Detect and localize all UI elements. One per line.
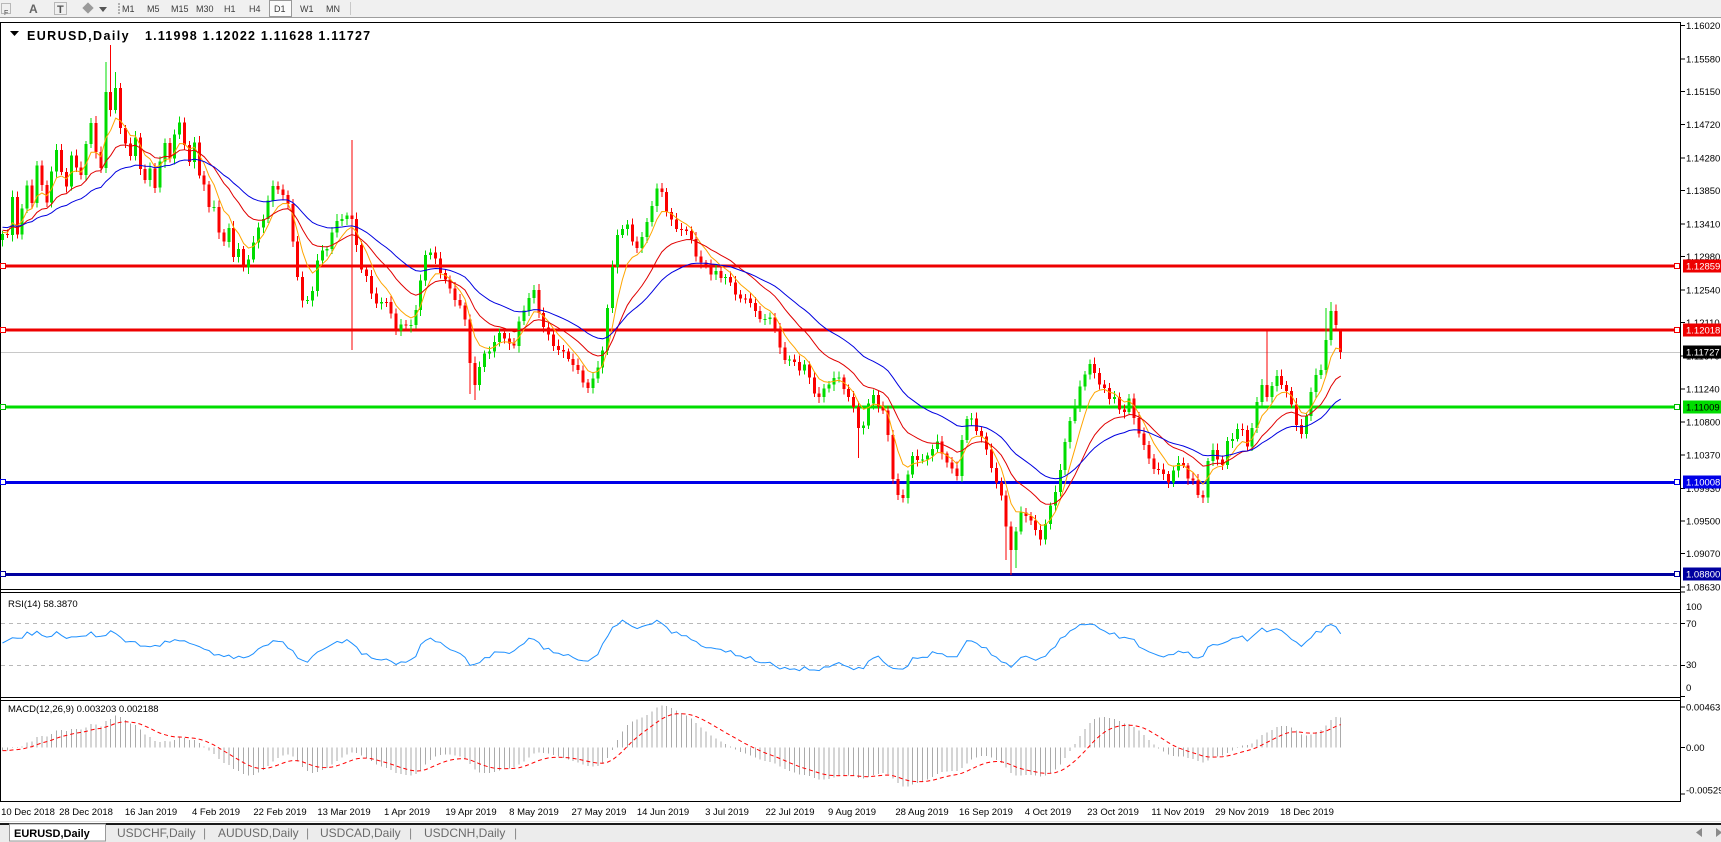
- svg-text:USDCNH,Daily: USDCNH,Daily: [424, 826, 505, 840]
- svg-text:30: 30: [1686, 660, 1697, 671]
- svg-text:EURUSD,Daily: EURUSD,Daily: [27, 29, 130, 43]
- svg-text:W1: W1: [300, 4, 314, 14]
- svg-text:4 Oct 2019: 4 Oct 2019: [1025, 807, 1071, 818]
- svg-text:1.11998 1.12022 1.11628 1.1172: 1.11998 1.12022 1.11628 1.11727: [145, 29, 371, 43]
- svg-text:USDCHF,Daily: USDCHF,Daily: [117, 826, 196, 840]
- svg-text:1.13410: 1.13410: [1686, 219, 1720, 230]
- svg-text:0.00: 0.00: [1686, 743, 1705, 754]
- svg-text:1.16020: 1.16020: [1686, 21, 1720, 32]
- svg-text:MN: MN: [326, 4, 340, 14]
- svg-text:8 May 2019: 8 May 2019: [509, 807, 559, 818]
- svg-text:1.08800: 1.08800: [1686, 570, 1720, 581]
- svg-text:|: |: [514, 826, 517, 840]
- svg-text:1.08630: 1.08630: [1686, 583, 1720, 594]
- svg-text:11 Nov 2019: 11 Nov 2019: [1151, 807, 1204, 818]
- svg-text:13 Mar 2019: 13 Mar 2019: [317, 807, 370, 818]
- svg-text:MACD(12,26,9) 0.003203 0.00218: MACD(12,26,9) 0.003203 0.002188: [8, 704, 159, 715]
- svg-text:16 Jan 2019: 16 Jan 2019: [125, 807, 177, 818]
- svg-text:|: |: [306, 826, 309, 840]
- svg-text:0: 0: [1686, 683, 1691, 694]
- svg-text:1.14280: 1.14280: [1686, 153, 1720, 164]
- svg-text:1.12540: 1.12540: [1686, 286, 1720, 297]
- svg-text:28 Dec 2018: 28 Dec 2018: [59, 807, 113, 818]
- svg-text:M15: M15: [171, 4, 189, 14]
- svg-text:1.12859: 1.12859: [1686, 262, 1720, 273]
- svg-text:A: A: [29, 2, 38, 16]
- svg-text:9 Aug 2019: 9 Aug 2019: [828, 807, 876, 818]
- svg-text:3 Jul 2019: 3 Jul 2019: [705, 807, 749, 818]
- svg-text:1 Apr 2019: 1 Apr 2019: [384, 807, 430, 818]
- svg-text:14 Jun 2019: 14 Jun 2019: [637, 807, 689, 818]
- svg-text:0.00463: 0.00463: [1686, 702, 1720, 713]
- svg-text:-0.00529: -0.00529: [1686, 786, 1721, 797]
- svg-text:4 Feb 2019: 4 Feb 2019: [192, 807, 240, 818]
- svg-text:1.10008: 1.10008: [1686, 478, 1720, 489]
- svg-text:1.15580: 1.15580: [1686, 55, 1720, 66]
- svg-text:EURUSD,Daily: EURUSD,Daily: [14, 828, 91, 840]
- svg-text:|: |: [203, 826, 206, 840]
- svg-text:1.15150: 1.15150: [1686, 87, 1720, 98]
- svg-text:1.12018: 1.12018: [1686, 326, 1720, 337]
- svg-text:H1: H1: [224, 4, 236, 14]
- svg-text:29 Nov 2019: 29 Nov 2019: [1215, 807, 1269, 818]
- svg-text:AUDUSD,Daily: AUDUSD,Daily: [218, 826, 299, 840]
- svg-text:M1: M1: [122, 4, 135, 14]
- svg-text:100: 100: [1686, 602, 1702, 613]
- svg-text:22 Jul 2019: 22 Jul 2019: [765, 807, 814, 818]
- svg-text:28 Aug 2019: 28 Aug 2019: [895, 807, 948, 818]
- svg-text:1.11009: 1.11009: [1686, 403, 1720, 414]
- svg-text:1.09500: 1.09500: [1686, 517, 1720, 528]
- svg-text:USDCAD,Daily: USDCAD,Daily: [320, 826, 401, 840]
- svg-text:1.10800: 1.10800: [1686, 418, 1720, 429]
- svg-text:M5: M5: [147, 4, 160, 14]
- svg-text:1.10370: 1.10370: [1686, 450, 1720, 461]
- svg-text:1.14720: 1.14720: [1686, 120, 1720, 131]
- svg-text:22 Feb 2019: 22 Feb 2019: [253, 807, 306, 818]
- svg-text:M30: M30: [196, 4, 214, 14]
- svg-text:19 Apr 2019: 19 Apr 2019: [445, 807, 496, 818]
- svg-text:1.11727: 1.11727: [1686, 348, 1720, 359]
- svg-text:1.09930: 1.09930: [1686, 484, 1720, 495]
- svg-text:18 Dec 2019: 18 Dec 2019: [1280, 807, 1334, 818]
- svg-text:16 Sep 2019: 16 Sep 2019: [959, 807, 1013, 818]
- svg-text:23 Oct 2019: 23 Oct 2019: [1087, 807, 1139, 818]
- svg-text:1.09070: 1.09070: [1686, 549, 1720, 560]
- svg-text:RSI(14) 58.3870: RSI(14) 58.3870: [8, 599, 78, 610]
- svg-text:T: T: [57, 4, 64, 16]
- svg-text:10 Dec 2018: 10 Dec 2018: [1, 807, 55, 818]
- svg-text:27 May 2019: 27 May 2019: [572, 807, 627, 818]
- svg-text:70: 70: [1686, 619, 1697, 630]
- svg-text:|: |: [409, 826, 412, 840]
- svg-text:1.13850: 1.13850: [1686, 186, 1720, 197]
- svg-text:1.11240: 1.11240: [1686, 384, 1720, 395]
- svg-text:D1: D1: [274, 4, 286, 14]
- svg-text:H4: H4: [249, 4, 261, 14]
- svg-text:F: F: [4, 10, 8, 17]
- svg-text:1.12980: 1.12980: [1686, 252, 1720, 263]
